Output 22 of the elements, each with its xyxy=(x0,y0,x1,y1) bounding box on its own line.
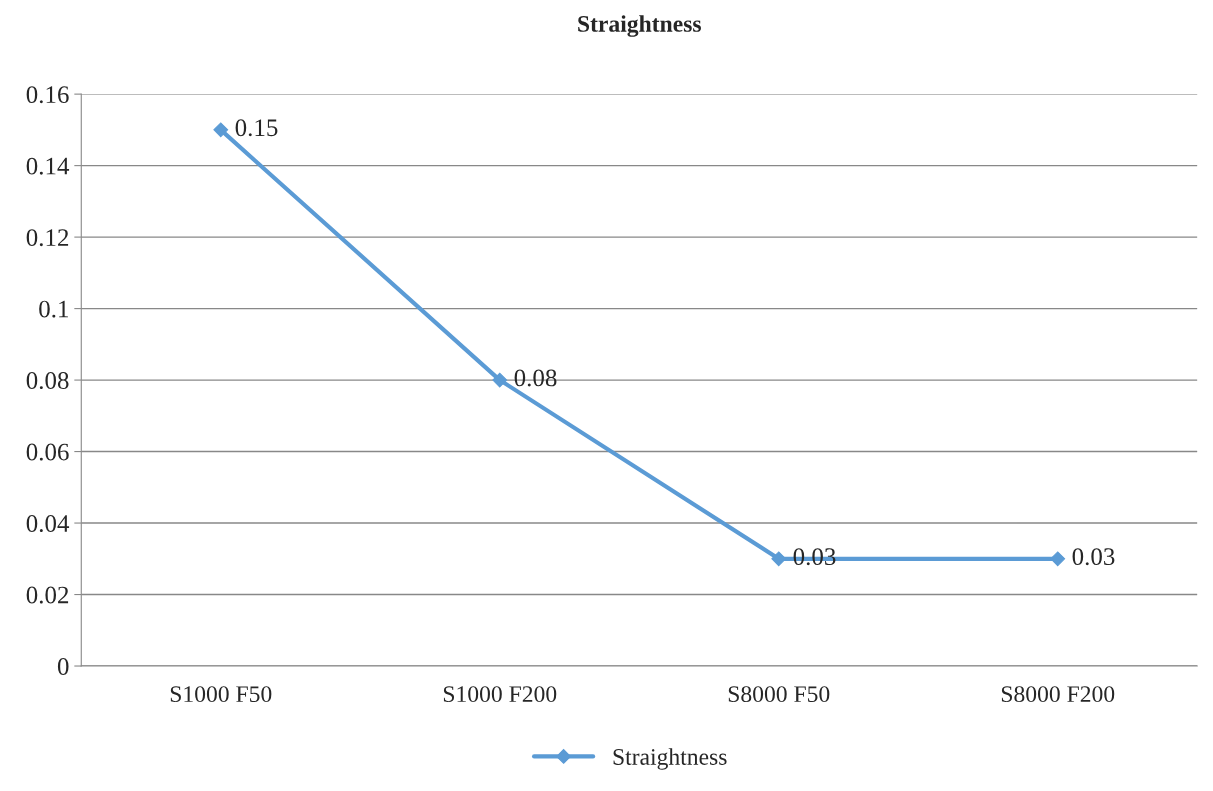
point xyxy=(771,551,787,567)
data-label: 0.15 xyxy=(235,119,278,137)
y-tick-label: 0.04 xyxy=(26,515,70,533)
x-tick-label: S1000 F50 xyxy=(170,686,272,703)
x-tick-label: S8000 F50 xyxy=(728,686,830,703)
y-tick-label: 0.16 xyxy=(26,86,69,104)
point xyxy=(1050,551,1066,567)
x-tick-label: S1000 F200 xyxy=(443,686,557,703)
point xyxy=(492,372,508,388)
point xyxy=(213,122,229,138)
y-tick-label: 0.1 xyxy=(39,300,68,318)
legend-label: Straightness xyxy=(613,748,727,770)
data-label: 0.08 xyxy=(514,369,557,387)
data-label: 0.03 xyxy=(1072,548,1115,566)
y-tick-label: 0.08 xyxy=(26,372,69,390)
y-tick-label: 0 xyxy=(57,658,69,675)
x-tick-label: S8000 F200 xyxy=(1001,686,1115,703)
y-tick-label: 0.02 xyxy=(26,586,69,604)
chart-title: Straightness xyxy=(578,15,701,37)
y-tick-label: 0.06 xyxy=(26,443,69,461)
y-tick-label: 0.12 xyxy=(26,229,69,247)
y-tick-label: 0.14 xyxy=(26,157,70,175)
